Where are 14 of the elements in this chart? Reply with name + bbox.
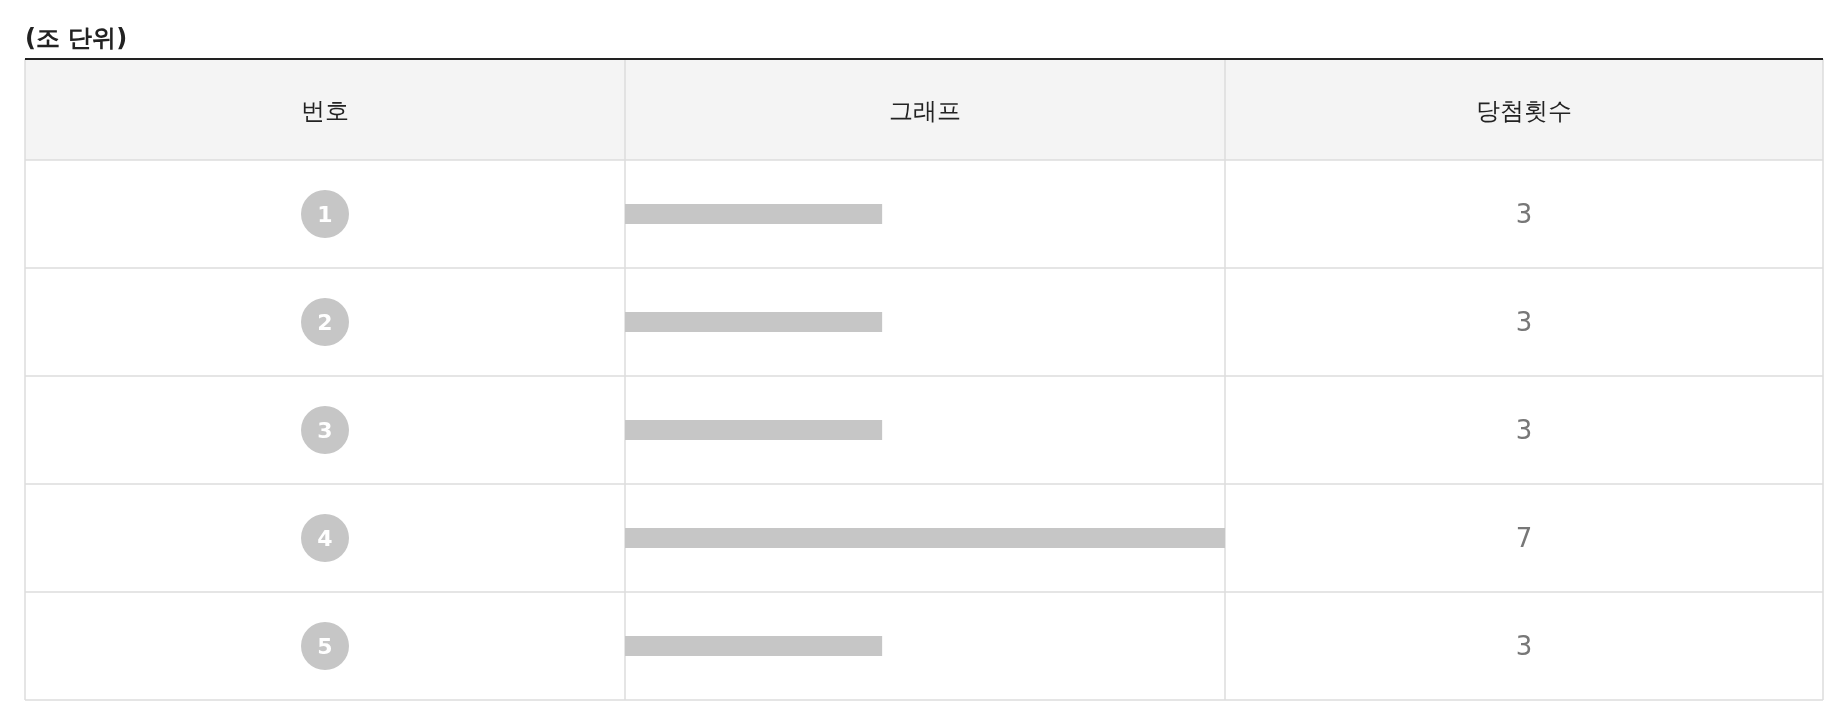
data-label: 3 xyxy=(1515,631,1533,661)
y-tick-label: 4 xyxy=(317,526,333,551)
data-label: 3 xyxy=(1515,307,1533,337)
y-tick-label: 2 xyxy=(317,310,333,335)
text: 당첨횟수 xyxy=(1476,96,1572,125)
data-label: 3 xyxy=(1515,199,1533,229)
y-tick-label: 3 xyxy=(317,418,333,443)
x-axis-title: 그래프 xyxy=(889,96,961,125)
y-axis-title: 번호 xyxy=(301,96,349,125)
text: (조 단위) xyxy=(25,24,128,52)
y-tick-label: 5 xyxy=(317,634,333,659)
data-label: 7 xyxy=(1515,523,1533,553)
y-tick-label: 1 xyxy=(317,202,333,227)
data-label: 3 xyxy=(1515,415,1533,445)
